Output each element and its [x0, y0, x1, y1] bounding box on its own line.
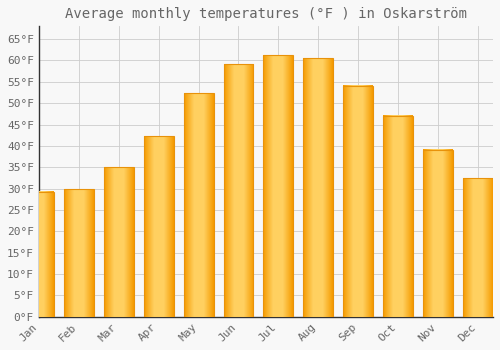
- Bar: [344, 86, 374, 317]
- Bar: [344, 86, 374, 317]
- Bar: [463, 178, 493, 317]
- Bar: [64, 189, 94, 317]
- Bar: [264, 55, 294, 317]
- Bar: [304, 58, 334, 317]
- Bar: [463, 178, 493, 317]
- Bar: [264, 55, 294, 317]
- Bar: [423, 150, 453, 317]
- Bar: [383, 116, 413, 317]
- Bar: [224, 64, 254, 317]
- Bar: [144, 136, 174, 317]
- Bar: [104, 167, 134, 317]
- Bar: [104, 167, 134, 317]
- Bar: [24, 191, 54, 317]
- Bar: [184, 93, 214, 317]
- Bar: [144, 136, 174, 317]
- Bar: [64, 189, 94, 317]
- Bar: [383, 116, 413, 317]
- Title: Average monthly temperatures (°F ) in Oskarström: Average monthly temperatures (°F ) in Os…: [65, 7, 467, 21]
- Bar: [304, 58, 334, 317]
- Bar: [423, 150, 453, 317]
- Bar: [224, 64, 254, 317]
- Bar: [24, 191, 54, 317]
- Bar: [184, 93, 214, 317]
